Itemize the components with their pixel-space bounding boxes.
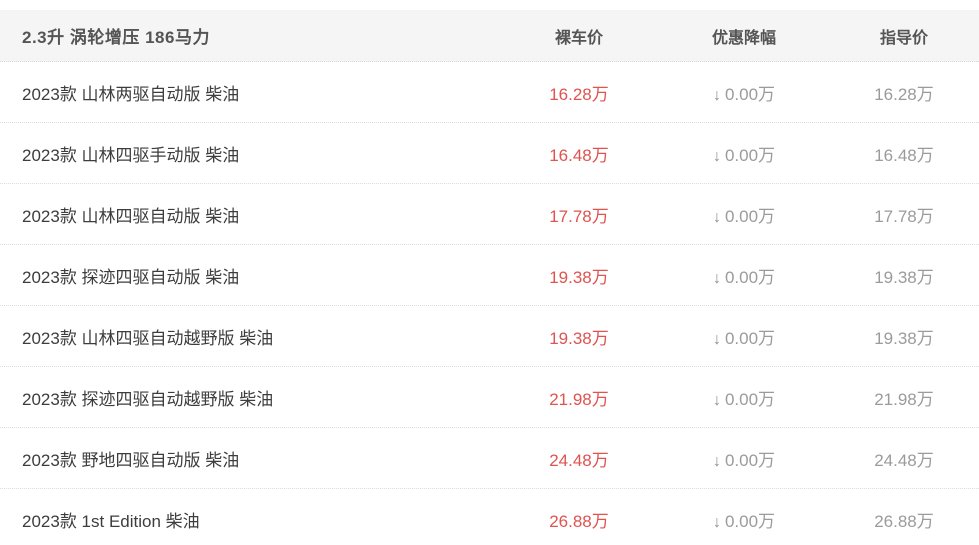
discount-value: 0.00万 [724,450,776,470]
discount-value: 0.00万 [724,84,776,104]
guide-price-value: 24.48万 [874,450,934,470]
discount-cell: ↓ 0.00万 [659,80,829,105]
rows-container: 2023款 山林两驱自动版 柴油 16.28万 ↓ 0.00万 16.28万 20… [0,62,979,545]
down-arrow-icon: ↓ [712,269,721,287]
engine-group-title: 2.3升 涡轮增压 186马力 [22,28,210,47]
guide-price-value: 16.28万 [874,84,934,104]
engine-group-header: 2.3升 涡轮增压 186马力 裸车价 优惠降幅 指导价 [0,10,979,62]
bare-price-value: 16.28万 [549,84,609,104]
discount-value: 0.00万 [724,145,776,165]
trim-name[interactable]: 2023款 山林四驱自动越野版 柴油 [22,328,274,348]
discount-value: 0.00万 [724,267,776,287]
trim-name[interactable]: 2023款 野地四驱自动版 柴油 [22,450,240,470]
discount-cell: ↓ 0.00万 [659,141,829,166]
bare-price-value: 16.48万 [549,145,609,165]
trim-name[interactable]: 2023款 1st Edition 柴油 [22,511,200,531]
guide-price-value: 19.38万 [874,267,934,287]
table-row[interactable]: 2023款 野地四驱自动版 柴油 24.48万 ↓ 0.00万 24.48万 [0,428,979,489]
table-row[interactable]: 2023款 山林四驱自动越野版 柴油 19.38万 ↓ 0.00万 19.38万 [0,306,979,367]
bare-price-value: 21.98万 [549,389,609,409]
column-header-guide-price: 指导价 [879,29,928,47]
discount-cell: ↓ 0.00万 [659,507,829,532]
discount-value: 0.00万 [724,389,776,409]
bare-price-value: 19.38万 [549,328,609,348]
guide-price-value: 26.88万 [874,511,934,531]
bare-price-value: 26.88万 [549,511,609,531]
discount-value: 0.00万 [724,328,776,348]
table-row[interactable]: 2023款 探迹四驱自动版 柴油 19.38万 ↓ 0.00万 19.38万 [0,245,979,306]
discount-cell: ↓ 0.00万 [659,263,829,288]
table-row[interactable]: 2023款 山林四驱自动版 柴油 17.78万 ↓ 0.00万 17.78万 [0,184,979,245]
trim-name[interactable]: 2023款 山林两驱自动版 柴油 [22,84,240,104]
bare-price-value: 19.38万 [549,267,609,287]
discount-value: 0.00万 [724,206,776,226]
down-arrow-icon: ↓ [712,513,721,531]
table-row[interactable]: 2023款 1st Edition 柴油 26.88万 ↓ 0.00万 26.88… [0,489,979,545]
down-arrow-icon: ↓ [712,452,721,470]
guide-price-value: 17.78万 [874,206,934,226]
table-row[interactable]: 2023款 山林两驱自动版 柴油 16.28万 ↓ 0.00万 16.28万 [0,62,979,123]
discount-value: 0.00万 [724,511,776,531]
discount-cell: ↓ 0.00万 [659,385,829,410]
discount-cell: ↓ 0.00万 [659,324,829,349]
trim-name[interactable]: 2023款 探迹四驱自动越野版 柴油 [22,389,274,409]
down-arrow-icon: ↓ [712,330,721,348]
table-row[interactable]: 2023款 探迹四驱自动越野版 柴油 21.98万 ↓ 0.00万 21.98万 [0,367,979,428]
column-header-discount: 优惠降幅 [711,29,776,47]
table-row[interactable]: 2023款 山林四驱手动版 柴油 16.48万 ↓ 0.00万 16.48万 [0,123,979,184]
discount-cell: ↓ 0.00万 [659,446,829,471]
trim-name[interactable]: 2023款 山林四驱自动版 柴油 [22,206,240,226]
down-arrow-icon: ↓ [712,208,721,226]
guide-price-value: 21.98万 [874,389,934,409]
guide-price-value: 19.38万 [874,328,934,348]
bare-price-value: 17.78万 [549,206,609,226]
bare-price-value: 24.48万 [549,450,609,470]
down-arrow-icon: ↓ [712,86,721,104]
guide-price-value: 16.48万 [874,145,934,165]
trim-name[interactable]: 2023款 探迹四驱自动版 柴油 [22,267,240,287]
down-arrow-icon: ↓ [712,391,721,409]
trim-name[interactable]: 2023款 山林四驱手动版 柴油 [22,145,240,165]
car-trim-price-table: 2.3升 涡轮增压 186马力 裸车价 优惠降幅 指导价 2023款 山林两驱自… [0,10,979,545]
column-header-bare-price: 裸车价 [554,29,603,47]
down-arrow-icon: ↓ [712,147,721,165]
discount-cell: ↓ 0.00万 [659,202,829,227]
